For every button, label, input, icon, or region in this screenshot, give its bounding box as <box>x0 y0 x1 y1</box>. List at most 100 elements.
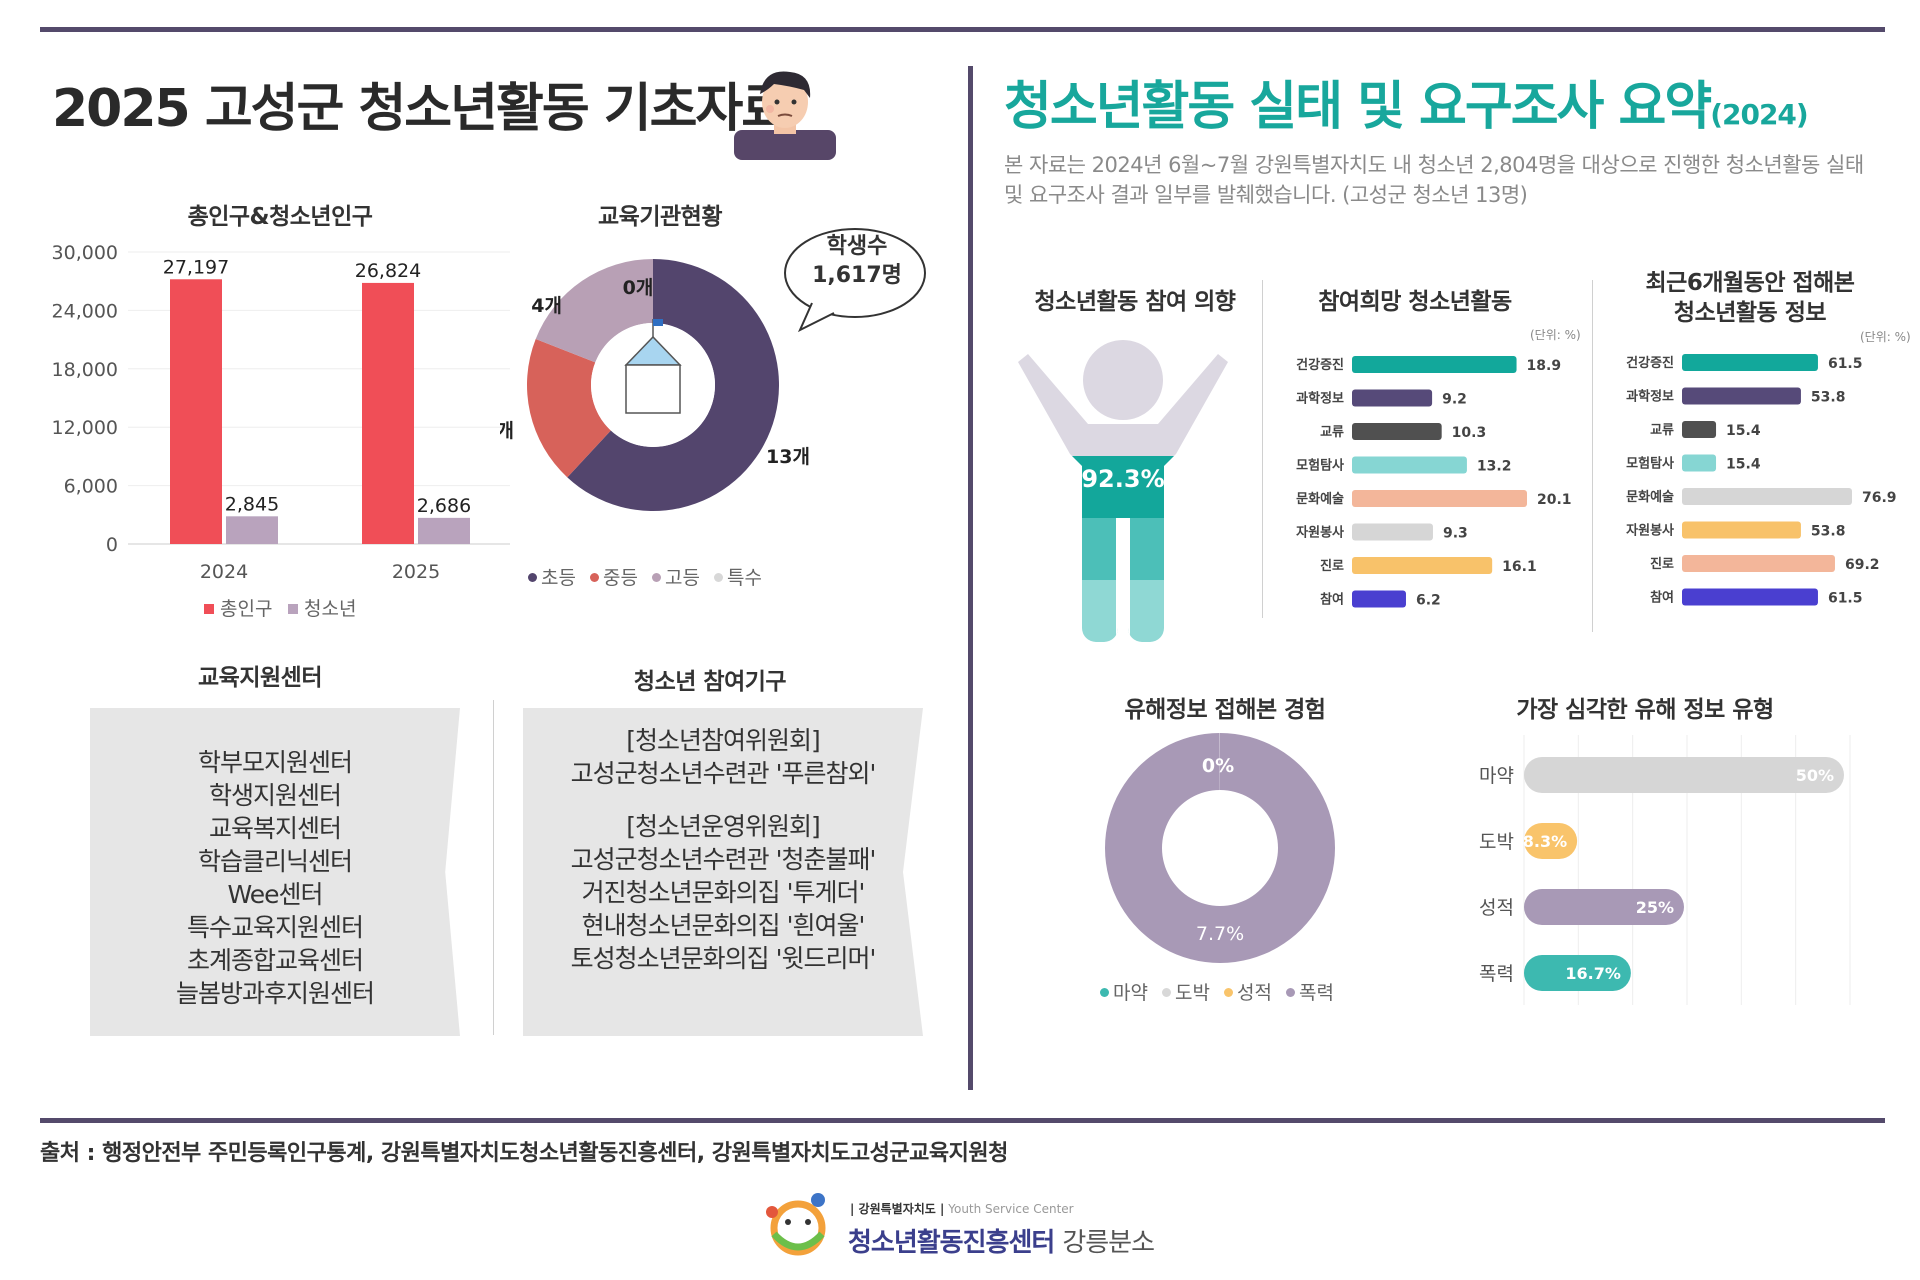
slice-label: 13개 <box>766 446 810 468</box>
data-label: 18.9 <box>1527 358 1562 374</box>
intent-figure: 92.3% <box>1018 340 1228 642</box>
participation-line: [청소년운영위원회] <box>626 812 821 841</box>
bar <box>1352 557 1493 574</box>
support-item: 특수교육지원센터 <box>186 913 364 942</box>
category-label: 모험탐사 <box>1626 456 1674 472</box>
slice-label: 4개 <box>500 420 514 442</box>
center-divider <box>968 66 973 1090</box>
wish-chart: 건강증진 18.9 과학정보 9.2 교류 10.3 모험탐사 13.2 문화예술 20.1 자원봉… <box>1296 356 1572 609</box>
category-label: 문화예술 <box>1296 491 1344 507</box>
legend-dot-drug <box>1100 988 1109 997</box>
bottom-rule <box>40 1118 1885 1123</box>
data-label: 9.2 <box>1442 392 1467 408</box>
serious-title: 가장 심각한 유해 정보 유형 <box>1516 697 1774 723</box>
y-tick-label: 6,000 <box>64 476 118 498</box>
support-panel: 학부모지원센터 학생지원센터 교육복지센터 학습클리닉센터 Wee센터 특수교육… <box>90 708 460 1036</box>
support-title: 교육지원센터 <box>198 665 322 691</box>
data-label: 27,197 <box>163 256 229 278</box>
donut-slice <box>567 259 779 511</box>
bar <box>362 282 414 544</box>
data-label: 9.3 <box>1443 526 1468 542</box>
legend-gambling: 도박 <box>1175 982 1210 1004</box>
info-title-line: 최근6개월동안 접해본 <box>1645 270 1855 296</box>
support-item: 초계종합교육센터 <box>186 946 364 975</box>
category-label: 참여 <box>1650 590 1674 606</box>
category-label: 과학정보 <box>1626 389 1674 405</box>
legend-middle: 중등 <box>603 567 638 589</box>
slice-label: 7.7% <box>1196 923 1244 945</box>
bar <box>1352 490 1527 507</box>
legend-label: 총인구 <box>220 598 272 620</box>
data-label: 25% <box>1636 898 1674 917</box>
legend-special: 특수 <box>727 567 763 589</box>
slice-label: 4개 <box>531 295 562 317</box>
category-label: 폭력 <box>1479 963 1514 985</box>
donut-slice <box>1105 733 1335 963</box>
intro-text: 본 자료는 2024년 6월~7월 강원특별자치도 내 청소년 2,804명을 … <box>1004 153 1864 207</box>
school-wall <box>625 364 681 414</box>
info-unit: (단위: %) <box>1860 330 1911 344</box>
category-label: 마약 <box>1479 765 1514 787</box>
top-rule <box>40 27 1885 32</box>
bar <box>1682 555 1835 572</box>
legend-swatch <box>288 604 298 614</box>
category-label: 참여 <box>1320 592 1344 608</box>
data-label: 2,845 <box>225 493 279 515</box>
bar <box>1352 356 1517 373</box>
participation-line: 토성청소년문화의집 '윗드리머' <box>570 944 877 973</box>
bar <box>1352 389 1433 407</box>
data-label: 69.2 <box>1845 557 1880 573</box>
legend-sexual: 성적 <box>1237 982 1272 1004</box>
data-label: 16.1 <box>1502 559 1537 575</box>
legend-dot-middle <box>590 573 600 582</box>
bar <box>1682 588 1818 606</box>
participation-panel: [청소년참여위원회] 고성군청소년수련관 '푸른참외' [청소년운영위원회] 고… <box>523 708 923 1036</box>
info-chart: 건강증진 61.5 과학정보 53.8 교류 15.4 모험탐사 15.4 문화예술 76.9 자원… <box>1626 354 1897 607</box>
legend-dot-special <box>714 573 724 582</box>
legend-dot-high <box>652 573 662 582</box>
data-label: 26,824 <box>355 260 421 282</box>
y-tick-label: 24,000 <box>52 300 118 322</box>
info-title-line: 청소년활동 정보 <box>1673 300 1827 326</box>
left-title: 2025 고성군 청소년활동 기초자료 <box>52 79 789 139</box>
institutions-chart: 13개 4개 4개 0개 <box>500 228 926 511</box>
student-count-bubble: 학생수 1,617명 <box>812 234 902 288</box>
data-label: 53.8 <box>1811 390 1846 406</box>
institutions-title: 교육기관현황 <box>598 204 722 230</box>
legend-dot-sexual <box>1224 988 1234 997</box>
bar <box>1352 590 1406 608</box>
y-tick-label: 12,000 <box>52 417 118 439</box>
bar <box>1682 521 1801 539</box>
bar <box>1682 421 1717 438</box>
data-label: 2,686 <box>417 495 471 517</box>
support-item: 학생지원센터 <box>208 781 342 810</box>
bar <box>418 517 470 544</box>
legend-violence: 폭력 <box>1299 982 1335 1004</box>
participation-list: [청소년참여위원회] 고성군청소년수련관 '푸른참외' [청소년운영위원회] 고… <box>523 724 923 975</box>
legend-swatch <box>204 604 214 614</box>
data-label: 53.8 <box>1811 524 1846 540</box>
speech-bubble <box>784 228 926 318</box>
participation-title: 청소년 참여기구 <box>633 669 787 695</box>
category-label: 자원봉사 <box>1296 525 1344 541</box>
legend-dot-violence <box>1286 988 1296 997</box>
x-tick-label: 2024 <box>200 561 248 583</box>
wish-unit: (단위: %) <box>1530 328 1581 342</box>
bar <box>1682 454 1717 472</box>
participation-line: 현내청소년문화의집 '흰여울' <box>581 911 866 940</box>
bar <box>226 516 278 544</box>
category-label: 진로 <box>1320 558 1344 574</box>
slice-label: 0% <box>1202 755 1234 777</box>
category-label: 진로 <box>1650 556 1674 572</box>
category-label: 문화예술 <box>1626 489 1674 505</box>
donut-slice <box>527 338 611 478</box>
category-label: 건강증진 <box>1296 357 1344 373</box>
y-tick-label: 30,000 <box>52 242 118 264</box>
bar <box>1524 889 1684 925</box>
support-item: 늘봄방과후지원센터 <box>175 979 375 1008</box>
wish-divider <box>1592 280 1593 632</box>
flag <box>653 319 663 326</box>
center-logo-icon <box>766 1193 826 1256</box>
speech-tail-mask <box>814 299 836 311</box>
logo-subtitle: | 강원특별자치도 | Youth Service Center <box>850 1202 1074 1216</box>
